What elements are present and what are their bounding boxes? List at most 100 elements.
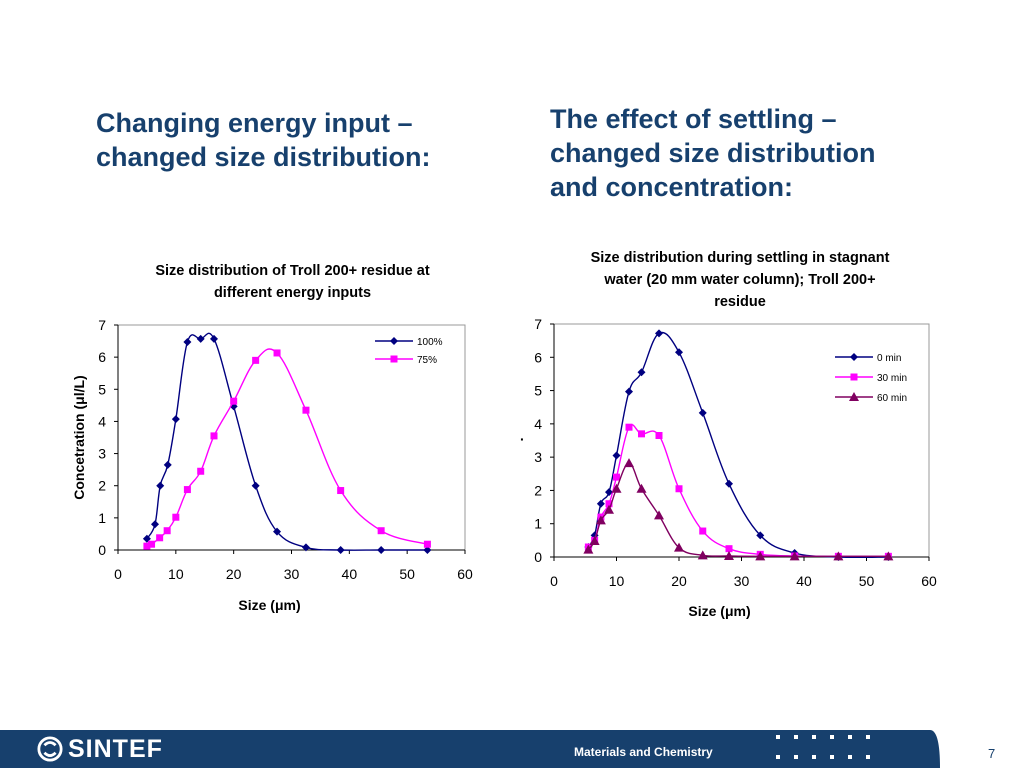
chart-2-data-point bbox=[756, 531, 765, 540]
chart-2-series-line bbox=[587, 331, 889, 559]
chart-1-data-point bbox=[163, 527, 171, 535]
chart-1-y-tick-label: 6 bbox=[98, 349, 106, 365]
chart-2-y-axis-label: . bbox=[520, 428, 524, 444]
chart-2-data-point bbox=[725, 545, 733, 553]
chart-1-x-tick-label: 10 bbox=[168, 566, 184, 582]
chart-1-title-line-2: different energy inputs bbox=[213, 285, 372, 301]
chart-2-x-tick-label: 20 bbox=[671, 573, 687, 589]
chart-1-data-point bbox=[337, 487, 345, 495]
chart-1-x-axis-label: Size (μm) bbox=[238, 597, 300, 613]
chart-1-data-point bbox=[171, 415, 180, 424]
chart-1-x-tick-label: 50 bbox=[399, 566, 415, 582]
chart-2-data-point bbox=[625, 387, 633, 396]
chart-2-y-tick-label: 1 bbox=[534, 516, 542, 532]
chart-1-y-tick-label: 5 bbox=[98, 381, 106, 397]
chart-2-data-point bbox=[625, 423, 633, 431]
chart-2-data-point bbox=[655, 432, 663, 440]
chart-2-data-point bbox=[605, 488, 613, 497]
chart-2-y-tick-label: 3 bbox=[534, 449, 542, 465]
chart-1-data-point bbox=[273, 349, 281, 357]
chart-1-data-point bbox=[301, 543, 310, 552]
chart-2-legend-marker bbox=[849, 392, 859, 401]
chart-2-legend-marker bbox=[850, 373, 858, 381]
chart-1-x-tick-label: 20 bbox=[226, 566, 242, 582]
chart-2-data-point bbox=[789, 551, 800, 561]
chart-2-data-point bbox=[596, 499, 605, 508]
chart-1-data-point bbox=[423, 540, 431, 548]
chart-2-legend-label: 0 min bbox=[877, 353, 901, 364]
chart-1-data-point bbox=[183, 338, 192, 347]
chart-2-x-tick-label: 60 bbox=[921, 573, 937, 589]
chart-2-series-line bbox=[587, 424, 889, 558]
chart-1-y-tick-label: 4 bbox=[98, 413, 106, 429]
chart-2-y-tick-label: 6 bbox=[534, 349, 542, 365]
chart-1-data-point bbox=[156, 481, 165, 490]
chart-2-data-point bbox=[595, 515, 606, 525]
chart-1-y-tick-label: 0 bbox=[98, 542, 106, 558]
chart-1-data-point bbox=[336, 546, 345, 554]
chart-2-data-point bbox=[624, 458, 634, 468]
chart-1-data-point bbox=[230, 397, 238, 405]
chart-1-x-tick-label: 60 bbox=[457, 566, 473, 582]
chart-1-x-tick-label: 40 bbox=[342, 566, 358, 582]
chart-2-y-tick-label: 4 bbox=[534, 416, 542, 432]
chart-2-data-point bbox=[605, 500, 613, 508]
chart-1-title: Size distribution of Troll 200+ residue … bbox=[120, 260, 465, 304]
chart-2-x-tick-label: 30 bbox=[734, 573, 750, 589]
chart-1-data-point bbox=[172, 513, 180, 521]
chart-2-legend-label: 30 min bbox=[877, 373, 907, 384]
footer-bar bbox=[0, 730, 1024, 768]
chart-2-data-point bbox=[583, 544, 594, 554]
chart-1-data-point bbox=[273, 527, 282, 536]
left-heading-line-2: changed size distribution: bbox=[96, 142, 431, 172]
chart-1-legend-marker bbox=[390, 355, 398, 363]
chart-2-title: Size distribution during settling in sta… bbox=[545, 247, 935, 313]
chart-2-data-point bbox=[675, 485, 683, 493]
chart-2-plot-area bbox=[553, 323, 930, 558]
chart-2-data-point bbox=[604, 504, 614, 514]
chart-2-data-point bbox=[724, 551, 734, 561]
chart-1-series-1 bbox=[143, 348, 431, 550]
chart-1-data-point bbox=[302, 406, 310, 414]
chart-2-data-point bbox=[833, 551, 844, 561]
right-heading: The effect of settling – changed size di… bbox=[550, 102, 876, 204]
chart-2-x-tick-label: 40 bbox=[796, 573, 812, 589]
chart-1-data-point bbox=[210, 432, 218, 440]
chart-1-data-point bbox=[210, 334, 219, 343]
chart-1-legend-label: 100% bbox=[417, 337, 443, 348]
chart-2-series-2 bbox=[583, 458, 894, 561]
chart-1-series-0 bbox=[142, 332, 432, 554]
chart-2-x-axis-label: Size (μm) bbox=[688, 603, 750, 619]
chart-2-legend-label: 60 min bbox=[877, 393, 907, 404]
chart-2-title-line-2: water (20 mm water column); Troll 200+ bbox=[604, 272, 876, 288]
chart-2-title-line-3: residue bbox=[714, 294, 766, 310]
chart-1-data-point bbox=[197, 467, 205, 475]
right-heading-line-1: The effect of settling – bbox=[550, 104, 837, 134]
chart-2-data-point bbox=[654, 510, 664, 520]
chart-1-data-point bbox=[252, 356, 260, 364]
chart-1-data-point bbox=[163, 460, 172, 469]
chart-1-legend-label: 75% bbox=[417, 355, 437, 366]
chart-2-data-point bbox=[675, 348, 683, 357]
chart-2-data-point bbox=[638, 430, 645, 438]
footer-tab bbox=[940, 730, 1024, 768]
chart-2-title-line-1: Size distribution during settling in sta… bbox=[590, 250, 890, 266]
left-heading: Changing energy input – changed size dis… bbox=[96, 106, 431, 174]
chart-2-y-tick-label: 0 bbox=[534, 549, 542, 565]
right-heading-line-2: changed size distribution bbox=[550, 138, 876, 168]
chart-2-data-point bbox=[697, 550, 708, 560]
chart-2-data-point bbox=[674, 542, 684, 552]
chart-2-y-tick-label: 5 bbox=[534, 383, 542, 399]
chart-1-y-tick-label: 3 bbox=[98, 446, 106, 462]
chart-2-data-point bbox=[883, 551, 894, 561]
chart-2-data-point bbox=[613, 473, 620, 481]
chart-1-x-tick-label: 30 bbox=[284, 566, 300, 582]
logo-text: SINTEF bbox=[68, 735, 163, 763]
chart-2-data-point bbox=[699, 527, 707, 535]
chart-1-data-point bbox=[148, 540, 156, 548]
chart-1-data-point bbox=[151, 520, 160, 529]
chart-2-data-point bbox=[637, 368, 646, 377]
chart-1-y-tick-label: 1 bbox=[98, 510, 106, 526]
chart-1-x-tick-label: 0 bbox=[114, 566, 122, 582]
chart-2-series-line bbox=[587, 462, 889, 558]
